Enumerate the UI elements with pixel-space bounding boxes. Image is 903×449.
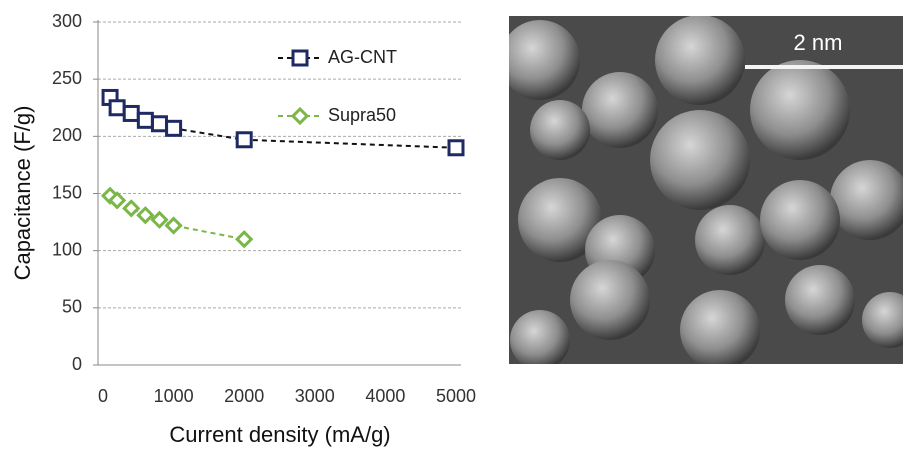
sem-image: 2 nm — [500, 15, 903, 370]
legend-marker — [293, 51, 307, 65]
data-point — [138, 113, 152, 127]
y-tick-label: 150 — [52, 182, 82, 202]
y-axis-title: Capacitance (F/g) — [10, 106, 35, 281]
y-tick-label: 0 — [72, 354, 82, 374]
x-tick-label: 1000 — [154, 386, 194, 406]
y-tick-label: 300 — [52, 11, 82, 31]
legend-marker — [293, 109, 307, 123]
data-point — [138, 208, 152, 222]
y-tick-label: 200 — [52, 125, 82, 145]
x-tick-label: 5000 — [436, 386, 476, 406]
data-point — [167, 219, 181, 233]
data-point — [124, 201, 138, 215]
data-point — [152, 117, 166, 131]
legend-label: Supra50 — [328, 105, 396, 125]
data-point — [237, 133, 251, 147]
y-tick-label: 100 — [52, 239, 82, 259]
x-tick-label: 0 — [98, 386, 108, 406]
x-tick-label: 3000 — [295, 386, 335, 406]
y-tick-label: 250 — [52, 68, 82, 88]
legend-label: AG-CNT — [328, 47, 397, 67]
x-axis-title: Current density (mA/g) — [169, 422, 390, 447]
figure: 2 nm Current density (mA/g) Capacitance … — [0, 0, 903, 449]
scale-label: 2 nm — [794, 30, 843, 55]
y-tick-label: 50 — [62, 297, 82, 317]
data-point — [110, 101, 124, 115]
page: {"chart_data": {"type": "line", "xlabel"… — [0, 0, 903, 449]
x-tick-label: 2000 — [224, 386, 264, 406]
data-point — [237, 232, 251, 246]
data-point — [124, 106, 138, 120]
data-point — [167, 121, 181, 135]
data-point — [449, 141, 463, 155]
data-point — [152, 213, 166, 227]
x-tick-label: 4000 — [365, 386, 405, 406]
